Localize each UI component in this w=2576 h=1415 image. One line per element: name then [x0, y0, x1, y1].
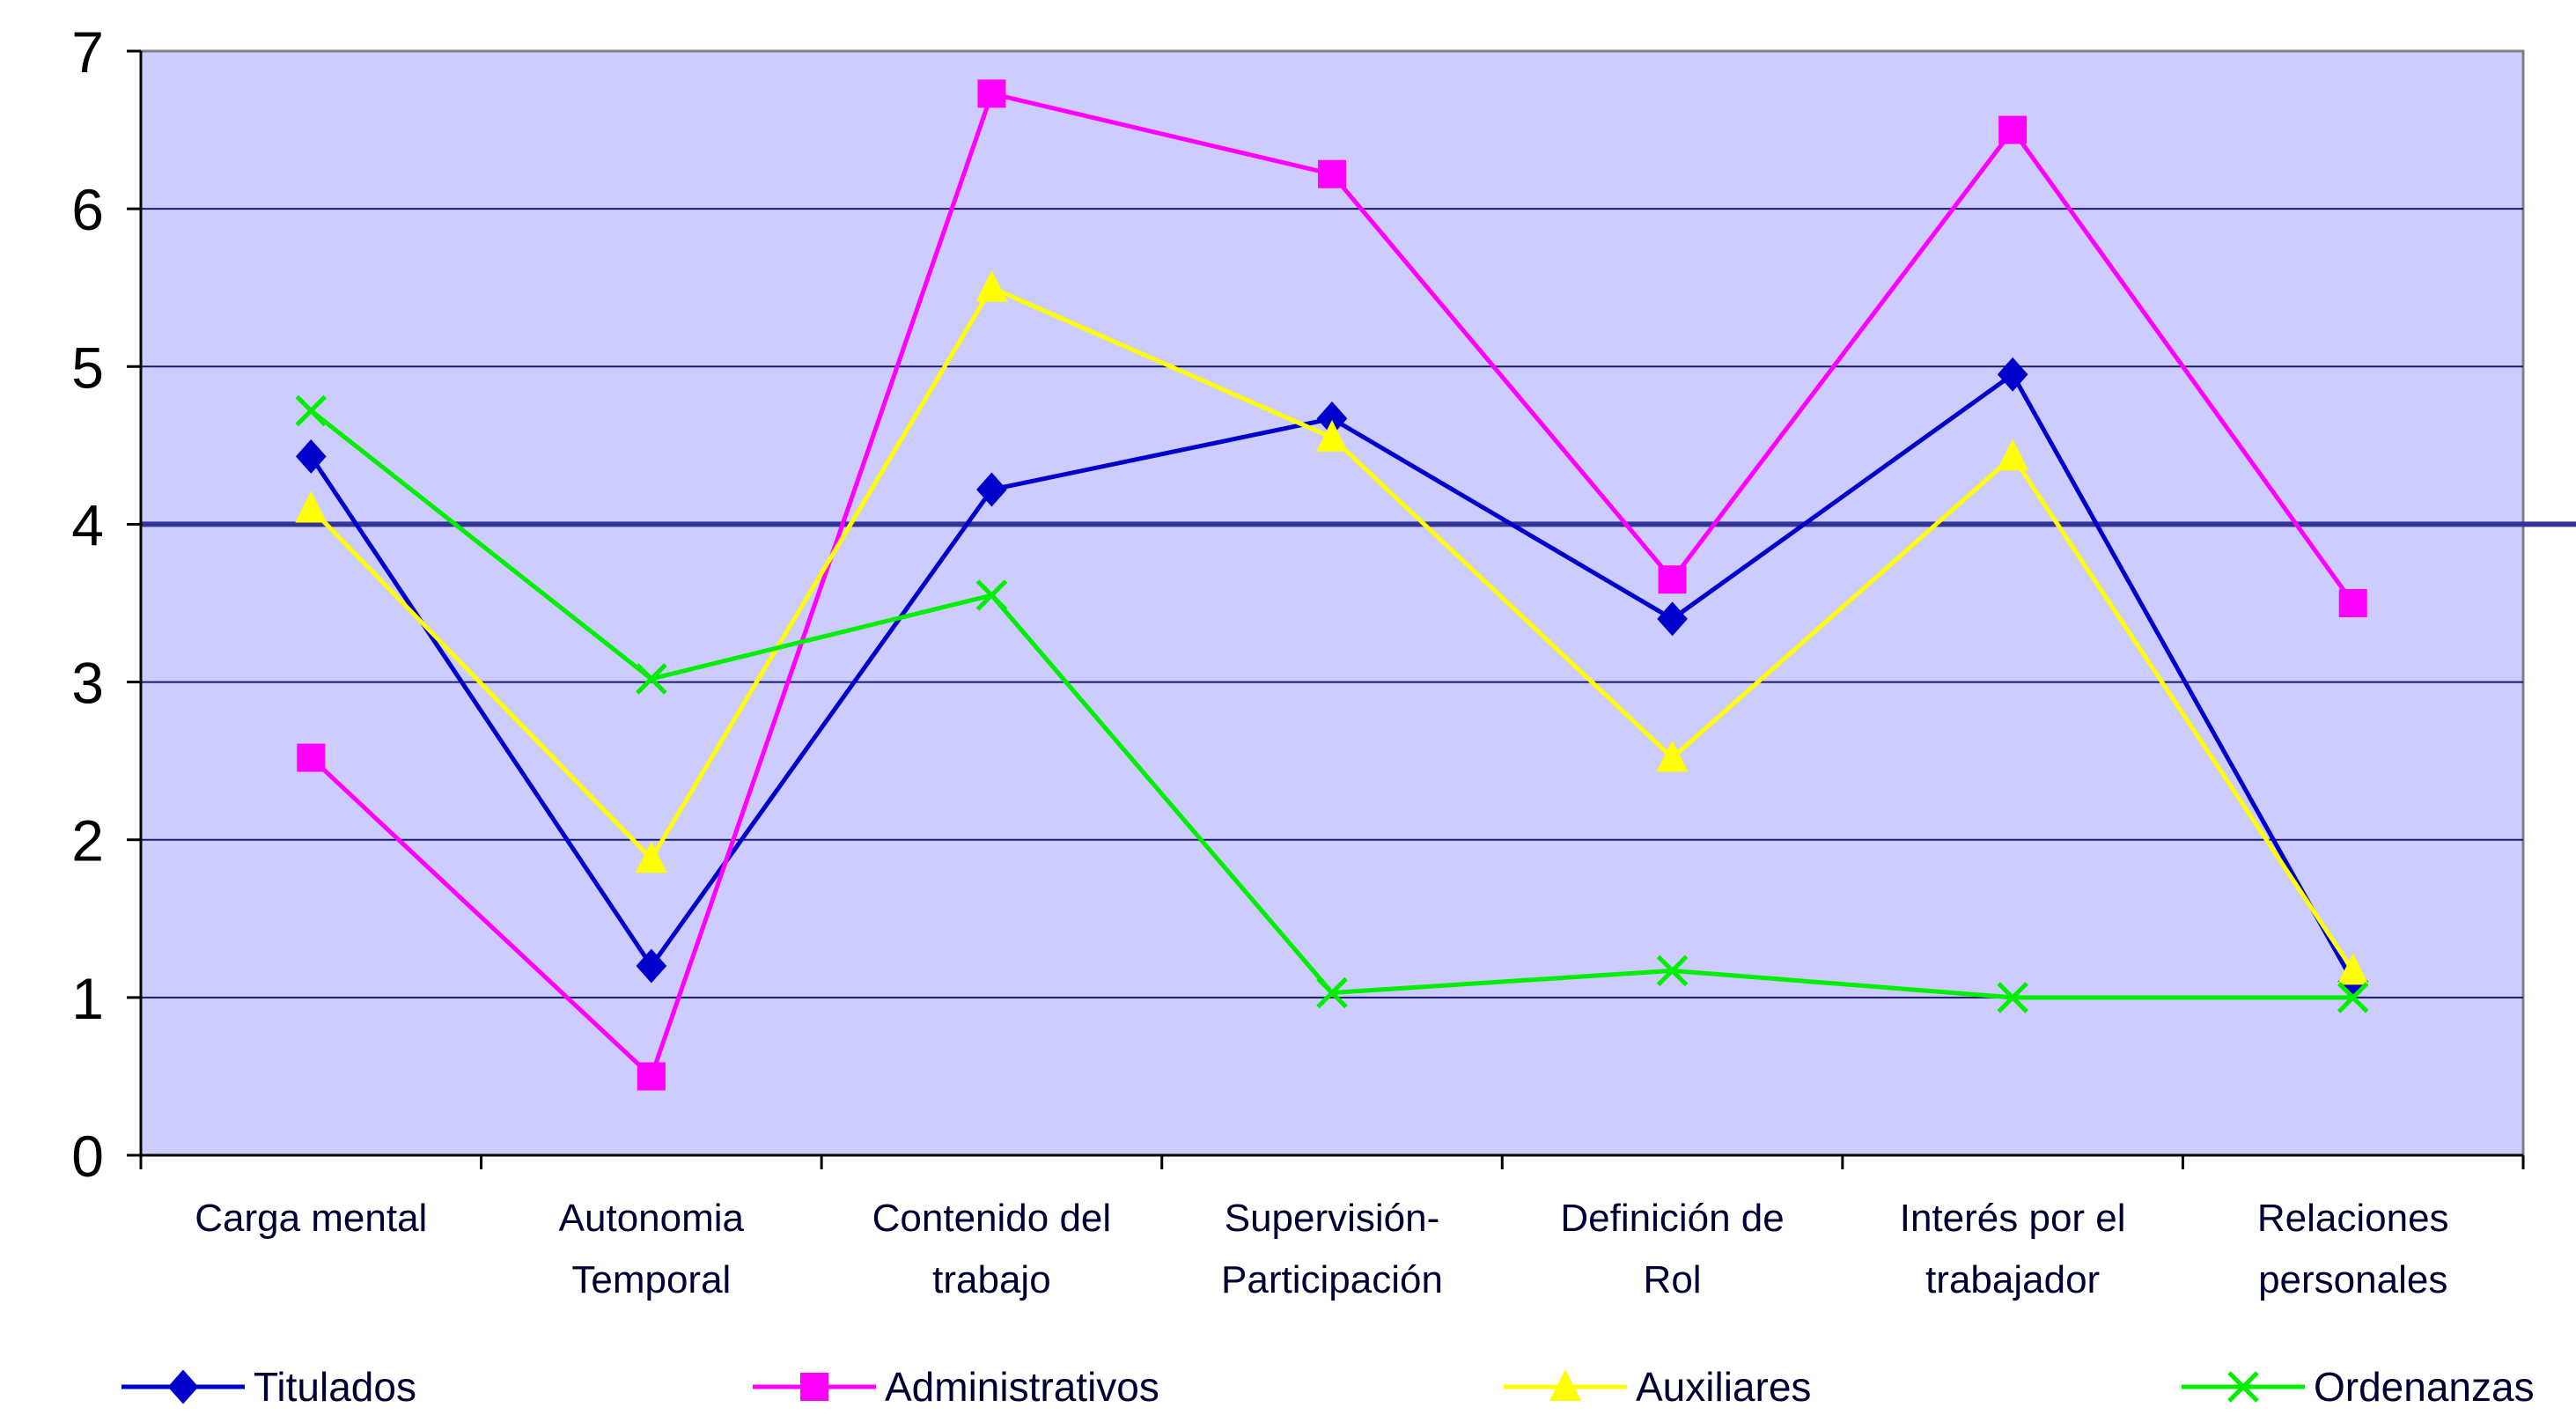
legend-label: Titulados: [254, 1364, 416, 1410]
data-point-administrativos: [297, 743, 326, 772]
data-point-ordenanzas: [295, 394, 328, 427]
x-tick-label: Rol: [1644, 1258, 1702, 1301]
y-tick-label: 4: [71, 492, 104, 557]
legend-marker-ordenanzas: [2227, 1371, 2259, 1403]
data-point-ordenanzas: [2337, 982, 2369, 1013]
data-point-titulados: [636, 948, 667, 984]
legend-label: Ordenanzas: [2314, 1364, 2535, 1410]
y-tick-label: 1: [71, 966, 104, 1031]
data-point-administrativos: [637, 1062, 666, 1091]
data-point-administrativos: [2338, 589, 2367, 617]
x-tick-label: Participación: [1221, 1258, 1443, 1301]
x-tick-label: Carga mental: [195, 1197, 427, 1240]
data-point-titulados: [1657, 601, 1688, 637]
legend-label: Auxiliares: [1636, 1364, 1811, 1410]
data-point-ordenanzas: [1656, 954, 1689, 987]
x-tick-label: Definición de: [1560, 1197, 1784, 1240]
data-point-auxiliares: [1316, 419, 1348, 452]
x-tick-label: trabajo: [932, 1258, 1051, 1301]
x-tick-label: Interés por el: [1900, 1197, 2126, 1240]
y-tick-label: 7: [71, 19, 104, 85]
data-point-administrativos: [1318, 159, 1346, 188]
data-point-titulados: [976, 472, 1007, 507]
y-tick-label: 0: [71, 1124, 104, 1189]
y-tick-label: 2: [71, 808, 104, 873]
x-tick-label: personales: [2258, 1258, 2447, 1301]
data-point-administrativos: [1658, 565, 1687, 594]
data-point-administrativos: [977, 79, 1006, 108]
data-point-ordenanzas: [1316, 976, 1348, 1009]
legend-marker-titulados: [167, 1369, 199, 1404]
y-tick-label: 3: [71, 651, 104, 716]
data-point-titulados: [1997, 357, 2028, 392]
data-point-auxiliares: [2337, 953, 2369, 985]
data-point-titulados: [295, 439, 327, 474]
y-tick-label: 6: [71, 177, 104, 242]
x-tick-label: Autonomia: [559, 1197, 745, 1240]
x-tick-label: Supervisión-: [1225, 1197, 1440, 1240]
data-point-ordenanzas: [1997, 982, 2028, 1013]
legend-marker-administrativos: [800, 1373, 828, 1401]
data-point-auxiliares: [295, 490, 328, 523]
data-point-auxiliares: [1656, 740, 1689, 772]
x-tick-label: Relaciones: [2257, 1197, 2449, 1240]
data-point-auxiliares: [1997, 439, 2029, 471]
y-tick-label: 5: [71, 335, 104, 400]
data-point-ordenanzas: [636, 663, 667, 695]
x-tick-label: Temporal: [571, 1258, 731, 1301]
data-point-auxiliares: [975, 269, 1008, 302]
x-tick-label: trabajador: [1925, 1258, 2100, 1301]
legend-label: Administrativos: [885, 1364, 1159, 1410]
x-tick-label: Contenido del: [872, 1197, 1112, 1240]
legend-marker-auxiliares: [1549, 1369, 1581, 1401]
data-point-ordenanzas: [975, 579, 1008, 611]
data-point-administrativos: [1998, 115, 2028, 144]
data-point-auxiliares: [635, 841, 667, 873]
